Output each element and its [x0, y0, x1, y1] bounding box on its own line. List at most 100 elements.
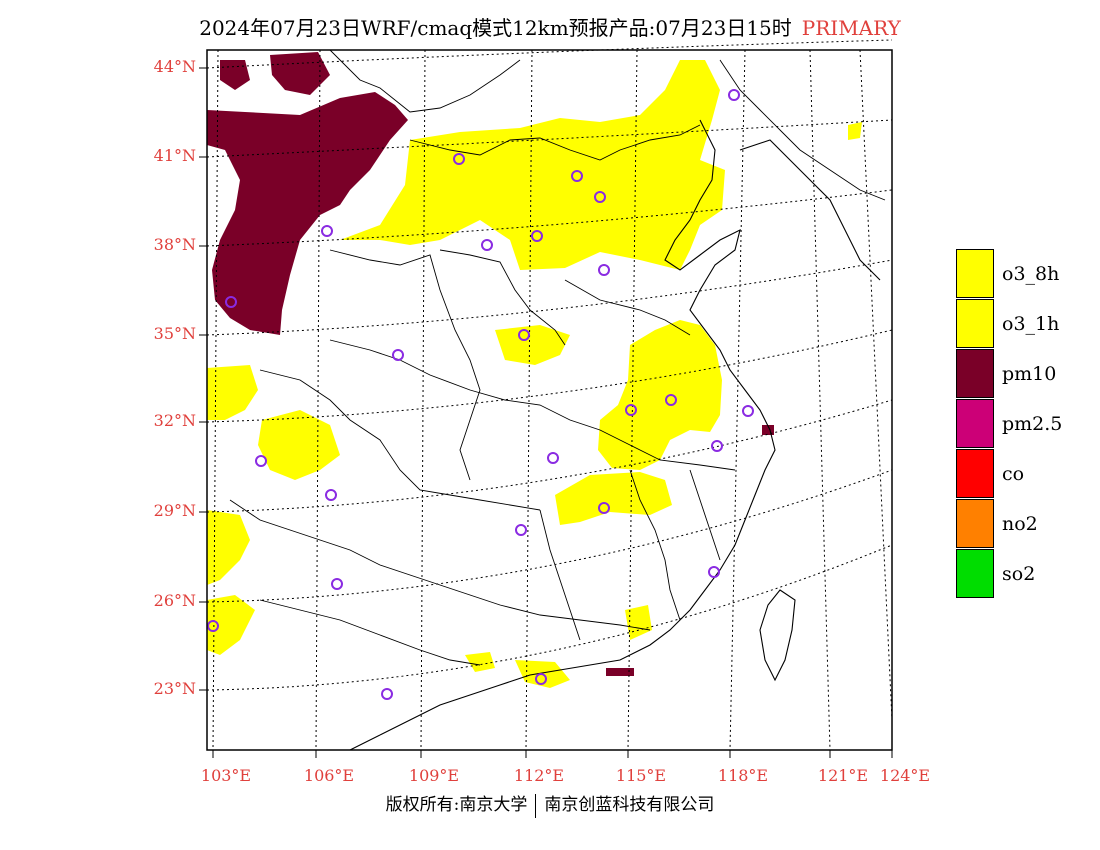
o3-region-southwest: [207, 510, 250, 585]
lon-label-118e: 118°E: [717, 766, 769, 785]
meridian-115e: [627, 49, 638, 751]
legend-label-co: co: [1002, 463, 1025, 485]
legend-swatch-co: [956, 449, 994, 498]
city-marker: [531, 230, 543, 242]
city-marker: [708, 566, 720, 578]
copyright-owner: 版权所有:南京大学: [385, 795, 528, 815]
lat-label-41n: 41°N: [153, 146, 196, 165]
border-shanxi-henan: [439, 249, 566, 346]
coastline-korea: [739, 139, 881, 281]
taiwan-outline: [759, 589, 796, 682]
o3-region-fujian: [625, 605, 652, 640]
border-guangxi: [259, 599, 481, 666]
city-marker: [255, 455, 267, 467]
border-zhejiang: [689, 469, 721, 561]
lon-label-103e: 103°E: [200, 766, 252, 785]
legend-label-no2: no2: [1002, 513, 1038, 535]
legend-label-pm25: pm2.5: [1002, 413, 1063, 435]
legend-swatch-o3-1h: [956, 299, 994, 348]
pm10-region-north-2: [270, 52, 330, 95]
city-marker: [571, 170, 583, 182]
city-marker: [381, 688, 393, 700]
border-sichuan: [259, 369, 541, 511]
legend-label-so2: so2: [1002, 563, 1036, 585]
city-marker: [594, 191, 606, 203]
lat-label-29n: 29°N: [153, 501, 196, 520]
city-marker: [625, 404, 637, 416]
meridian-124e: [859, 49, 893, 721]
parallel-26n: [206, 469, 893, 603]
map-title: 2024年07月23日WRF/cmaq模式12km预报产品:07月23日15时 P…: [0, 12, 1100, 41]
city-marker: [598, 264, 610, 276]
lon-label-121e: 121°E: [817, 766, 869, 785]
city-marker: [225, 296, 237, 308]
legend-swatch-no2: [956, 499, 994, 548]
o3-region-north-china: [340, 60, 725, 270]
copyright-company: 南京创蓝科技有限公司: [544, 795, 715, 815]
border-hunan: [539, 509, 581, 641]
city-marker: [728, 89, 740, 101]
o3-region-sichuan: [258, 410, 340, 480]
parallel-35n: [206, 259, 893, 336]
meridian-121e: [809, 49, 831, 751]
o3-region-west: [207, 365, 258, 420]
city-marker: [481, 239, 493, 251]
lat-label-32n: 32°N: [153, 411, 196, 430]
city-marker: [325, 489, 337, 501]
o3-region-yunnan: [207, 595, 255, 655]
city-marker: [392, 349, 404, 361]
legend-label-pm10: pm10: [1002, 363, 1057, 385]
lon-label-124e: 124°E: [879, 766, 931, 785]
city-marker: [711, 440, 723, 452]
lon-label-112e: 112°E: [513, 766, 565, 785]
legend-swatch-pm10: [956, 349, 994, 398]
lat-label-38n: 38°N: [153, 235, 196, 254]
meridian-106e: [315, 49, 321, 751]
o3-region-east-china: [598, 320, 722, 470]
legend-label-o3-8h: o3_8h: [1002, 263, 1060, 285]
coastline-hainan: [349, 734, 381, 751]
lon-label-115e: 115°E: [615, 766, 667, 785]
tick-marks: [199, 67, 893, 758]
pollution-overlay: [207, 52, 862, 688]
pm10-spot-coast: [762, 425, 774, 435]
border-northeast: [719, 59, 886, 201]
lon-label-106e: 106°E: [303, 766, 355, 785]
legend-swatch-o3-8h: [956, 249, 994, 298]
o3-region-guangxi: [465, 652, 495, 672]
city-marker: [742, 405, 754, 417]
meridian-118e: [729, 49, 746, 751]
border-shaanxi: [329, 249, 481, 481]
border-jiangxi: [629, 469, 681, 621]
graticule: [206, 39, 893, 751]
lat-label-23n: 23°N: [153, 679, 196, 698]
meridian-103e: [212, 49, 219, 751]
pm10-region-northwest: [207, 92, 408, 335]
map-frame: [206, 49, 893, 751]
copyright-divider: [535, 793, 537, 818]
coastline: [349, 119, 881, 751]
map-title-text: 2024年07月23日WRF/cmaq模式12km预报产品:07月23日15时: [199, 16, 792, 40]
meridian-109e: [420, 49, 426, 751]
city-marker: [518, 329, 530, 341]
border-inner-mongolia: [329, 49, 521, 113]
pm10-region-north: [220, 60, 250, 90]
o3-region-central-small: [495, 325, 570, 365]
border-shandong: [564, 279, 691, 336]
border-north: [409, 124, 701, 161]
lat-label-44n: 44°N: [153, 57, 196, 76]
city-marker: [598, 502, 610, 514]
city-marker: [321, 225, 333, 237]
lon-label-109e: 109°E: [408, 766, 460, 785]
parallel-29n: [206, 399, 893, 513]
city-marker: [331, 578, 343, 590]
pm10-spot-south: [606, 668, 634, 676]
o3-region-south-central: [555, 472, 672, 525]
parallel-23n: [206, 544, 893, 691]
city-markers: [207, 89, 754, 700]
city-marker: [665, 394, 677, 406]
lat-label-26n: 26°N: [153, 591, 196, 610]
city-marker: [207, 620, 219, 632]
legend-swatch-so2: [956, 549, 994, 598]
